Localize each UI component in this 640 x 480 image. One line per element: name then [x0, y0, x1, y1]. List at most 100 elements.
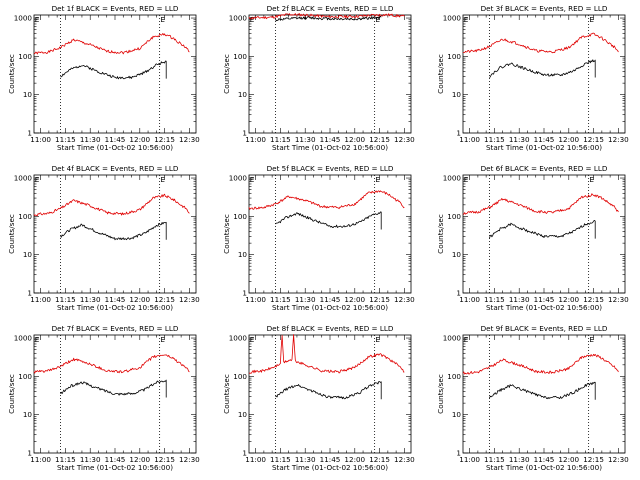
marker-letter: E	[589, 15, 594, 24]
y-tick-label: 10	[238, 410, 248, 419]
y-tick-label: 10	[23, 90, 33, 99]
x-tick-label: 11:15	[484, 455, 505, 464]
panel-title: Det 4f BLACK = Events, RED = LLD	[52, 164, 179, 173]
detector-panel-9: Det 9f BLACK = Events, RED = LLD 1 10 100 10…	[436, 324, 629, 472]
panel-title: Det 5f BLACK = Events, RED = LLD	[267, 164, 394, 173]
y-axis-label: Counts/sec	[436, 374, 445, 414]
y-axis-label: Counts/sec	[436, 214, 445, 254]
lld-series-line	[248, 190, 405, 210]
x-tick-label: 11:30	[295, 455, 316, 464]
x-tick-label: 11:15	[484, 295, 505, 304]
panel-title: Det 2f BLACK = Events, RED = LLD	[267, 4, 394, 13]
y-tick-label: 10	[452, 90, 462, 99]
x-tick-label: 12:15	[154, 135, 175, 144]
y-tick-label: 1000	[443, 334, 462, 343]
x-tick-label: 12:00	[558, 455, 579, 464]
plot-frame	[248, 14, 412, 134]
x-tick-label: 12:00	[344, 135, 365, 144]
plot-frame	[462, 334, 626, 454]
x-tick-label: 11:45	[105, 135, 126, 144]
y-tick-label: 1000	[229, 334, 248, 343]
y-tick-label: 10	[23, 410, 33, 419]
panel-title: Det 1f BLACK = Events, RED = LLD	[52, 4, 179, 13]
x-tick-label: 12:30	[394, 455, 415, 464]
x-tick-label: 11:15	[55, 135, 76, 144]
x-tick-label: 12:30	[179, 295, 200, 304]
x-tick-label: 11:15	[270, 135, 291, 144]
detector-panel-4: Det 4f BLACK = Events, RED = LLD 1 10 100 10…	[7, 164, 200, 312]
detector-panel-6: Det 6f BLACK = Events, RED = LLD 1 10 100 10…	[436, 164, 629, 312]
x-axis-label: Start Time (01-Oct-02 10:56:00)	[272, 463, 388, 472]
x-tick-label: 11:45	[105, 295, 126, 304]
marker-letter: E	[464, 335, 469, 344]
marker-letter: E	[375, 335, 380, 344]
lld-series-line	[462, 193, 619, 215]
x-tick-label: 12:00	[558, 295, 579, 304]
events-series-line	[60, 60, 167, 80]
lld-series-line	[33, 33, 190, 55]
detector-panel-7: Det 7f BLACK = Events, RED = LLD 1 10 100 10…	[7, 324, 200, 472]
y-tick-label: 1000	[443, 14, 462, 23]
events-series-line	[275, 211, 382, 230]
x-tick-label: 12:30	[394, 135, 415, 144]
panel-title: Det 7f BLACK = Events, RED = LLD	[52, 324, 179, 333]
marker-letter: E	[160, 15, 165, 24]
lld-series-line	[33, 354, 190, 374]
x-tick-label: 11:30	[295, 135, 316, 144]
y-tick-label: 1000	[229, 14, 248, 23]
y-tick-label: 1000	[229, 174, 248, 183]
lld-series-line	[463, 32, 619, 54]
x-axis-label: Start Time (01-Oct-02 10:56:00)	[272, 303, 388, 312]
events-series-line	[489, 59, 596, 78]
marker-letter: E	[250, 335, 255, 344]
y-tick-label: 10	[452, 410, 462, 419]
x-tick-label: 11:30	[509, 135, 530, 144]
x-axis-label: Start Time (01-Oct-02 10:56:00)	[57, 463, 173, 472]
x-tick-label: 12:15	[583, 295, 604, 304]
x-tick-label: 12:15	[154, 295, 175, 304]
x-tick-label: 12:30	[608, 135, 629, 144]
y-tick-label: 100	[447, 212, 461, 221]
x-tick-label: 11:15	[55, 295, 76, 304]
y-tick-label: 100	[18, 52, 32, 61]
x-tick-label: 12:00	[344, 455, 365, 464]
y-tick-label: 1	[27, 289, 32, 298]
x-axis-label: Start Time (01-Oct-02 10:56:00)	[486, 143, 602, 152]
x-tick-label: 12:00	[129, 295, 150, 304]
x-tick-label: 11:00	[459, 295, 480, 304]
x-tick-label: 12:15	[154, 455, 175, 464]
events-series-line	[60, 379, 167, 398]
x-tick-label: 12:15	[369, 455, 390, 464]
x-tick-label: 11:45	[534, 295, 555, 304]
y-tick-label: 10	[238, 90, 248, 99]
x-tick-label: 12:15	[369, 135, 390, 144]
x-tick-label: 11:30	[80, 135, 101, 144]
x-tick-label: 12:00	[344, 295, 365, 304]
detector-panel-5: Det 5f BLACK = Events, RED = LLD 1 10 100 10…	[222, 164, 415, 312]
x-tick-label: 11:45	[320, 455, 341, 464]
y-tick-label: 1000	[14, 174, 33, 183]
y-tick-label: 100	[447, 52, 461, 61]
marker-letter: E	[375, 15, 380, 24]
x-tick-label: 11:00	[245, 455, 266, 464]
x-tick-label: 12:30	[608, 455, 629, 464]
y-tick-label: 1	[456, 449, 461, 458]
x-axis-label: Start Time (01-Oct-02 10:56:00)	[57, 303, 173, 312]
marker-letter: E	[35, 335, 40, 344]
detector-panel-8: Det 8f BLACK = Events, RED = LLD 1 10 100 10…	[222, 324, 415, 472]
x-tick-label: 12:30	[179, 135, 200, 144]
x-tick-label: 12:15	[583, 135, 604, 144]
x-axis-label: Start Time (01-Oct-02 10:56:00)	[57, 143, 173, 152]
plot-frame	[33, 14, 197, 134]
panel-title: Det 9f BLACK = Events, RED = LLD	[481, 324, 608, 333]
marker-letter: E	[464, 15, 469, 24]
x-tick-label: 11:30	[295, 295, 316, 304]
x-axis-label: Start Time (01-Oct-02 10:56:00)	[272, 143, 388, 152]
lld-series-line	[33, 193, 190, 217]
x-tick-label: 11:30	[509, 455, 530, 464]
marker-letter: E	[160, 335, 165, 344]
x-tick-label: 11:00	[30, 295, 51, 304]
y-tick-label: 100	[447, 372, 461, 381]
marker-letter: E	[160, 175, 165, 184]
